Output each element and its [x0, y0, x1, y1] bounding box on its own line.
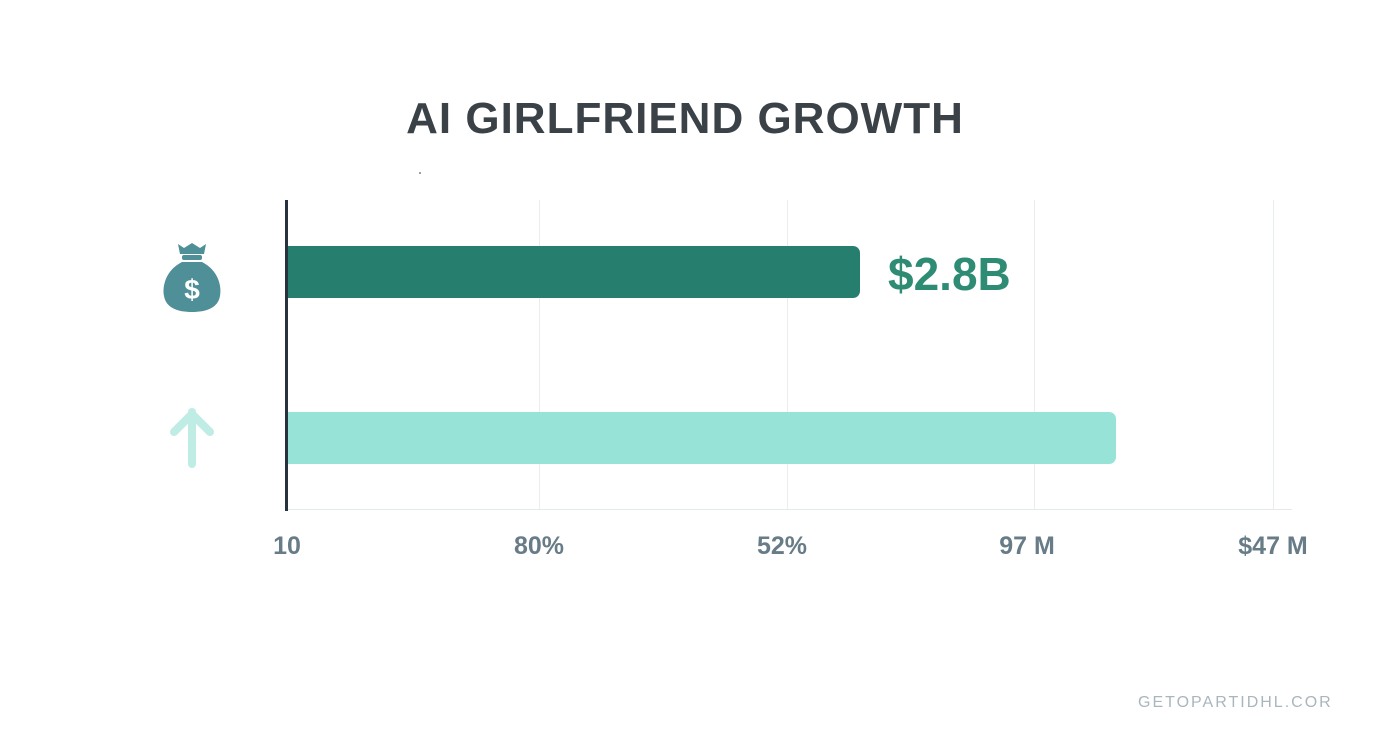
- x-tick-label: 97 M: [999, 532, 1055, 560]
- x-tick-label: 52%: [756, 532, 808, 560]
- x-tick-label: 10: [273, 532, 301, 560]
- stray-dot: [419, 172, 421, 174]
- gridline: [1273, 200, 1274, 510]
- chart-title: AI GIRLFRIEND GROWTH: [406, 94, 964, 143]
- bar-value-label: $2.8B: [888, 248, 1011, 300]
- bar-growth: [287, 412, 1116, 464]
- y-axis-line: [285, 200, 288, 511]
- plot-area: [285, 200, 1292, 511]
- watermark: GETOPARTIDHL.COR: [1138, 694, 1333, 711]
- bar-revenue: [287, 246, 860, 298]
- arrow-up-icon: [166, 406, 218, 473]
- gridline: [539, 200, 540, 510]
- x-axis-baseline: [287, 509, 1292, 510]
- gridline: [787, 200, 788, 510]
- svg-text:$: $: [184, 274, 200, 305]
- x-tick-label: $47 M: [1238, 532, 1308, 560]
- x-tick-label: 80%: [513, 532, 565, 560]
- money-bag-icon: $: [160, 242, 224, 319]
- gridline: [1034, 200, 1035, 510]
